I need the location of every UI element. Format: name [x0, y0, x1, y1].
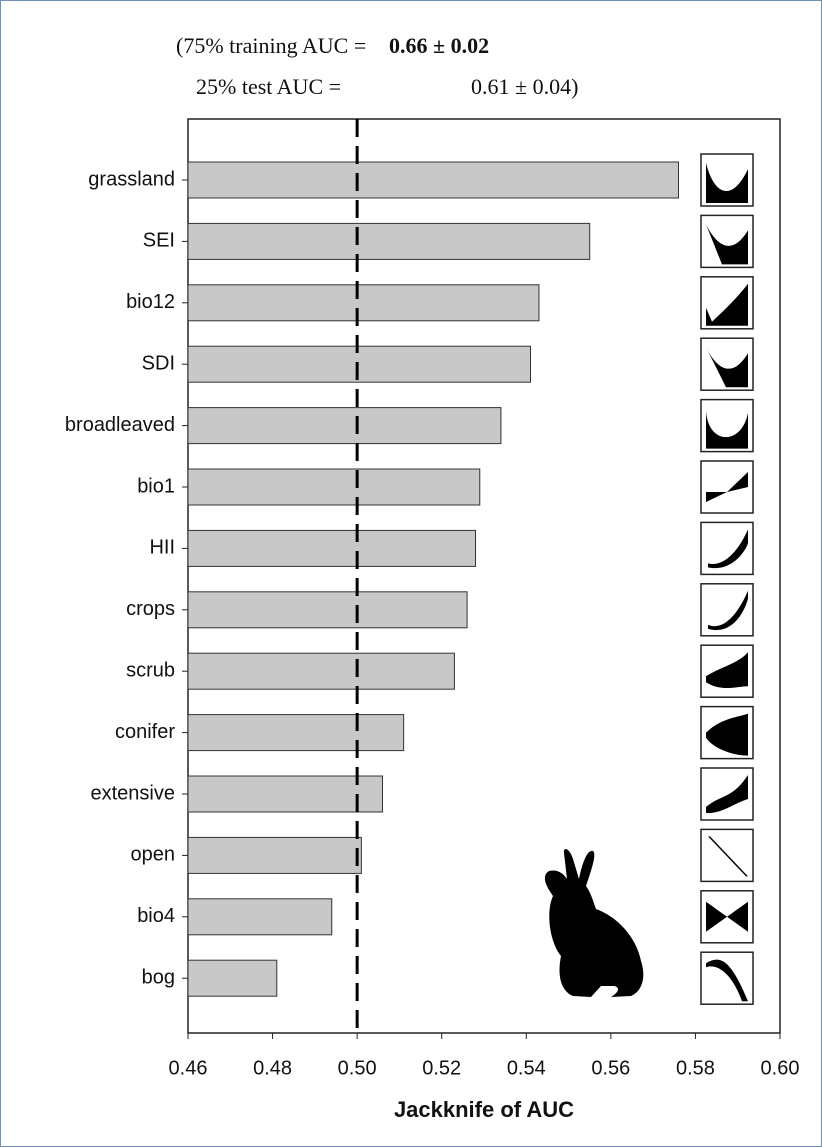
- bar: [187, 959, 278, 997]
- category-label: broadleaved: [65, 414, 175, 436]
- category-label: bio4: [137, 905, 175, 927]
- category-label: extensive: [91, 782, 176, 804]
- response-icon: [706, 959, 748, 1002]
- response-icon: [706, 652, 748, 688]
- bar: [187, 345, 532, 383]
- bar: [187, 775, 384, 813]
- response-icon: [708, 529, 748, 569]
- response-icon: [706, 472, 748, 502]
- x-tick-label: 0.60: [761, 1057, 800, 1079]
- response-icon: [706, 775, 748, 814]
- response-icon: [708, 836, 748, 877]
- bar: [187, 898, 333, 936]
- response-icon: [706, 347, 748, 388]
- plot-frame: [187, 118, 781, 1034]
- bar: [187, 161, 680, 199]
- x-tick-label: 0.52: [422, 1057, 461, 1079]
- category-label: SDI: [142, 352, 175, 374]
- bar: [187, 836, 362, 874]
- category-label: HII: [149, 537, 175, 559]
- annotation-label: 25% test AUC =: [196, 74, 341, 99]
- annotation-value: 0.61 ± 0.04): [471, 74, 578, 99]
- bar: [187, 591, 468, 629]
- x-tick-label: 0.54: [507, 1057, 546, 1079]
- response-icon: [708, 590, 748, 631]
- bar: [187, 284, 540, 322]
- category-label: grassland: [88, 168, 175, 190]
- response-icon: [706, 283, 748, 326]
- category-label: bio1: [137, 475, 175, 497]
- category-label: bog: [142, 966, 175, 988]
- x-tick-label: 0.58: [676, 1057, 715, 1079]
- category-label: SEI: [143, 230, 175, 252]
- hare-silhouette: [544, 849, 644, 997]
- bar: [187, 222, 591, 260]
- x-tick-label: 0.50: [338, 1057, 377, 1079]
- category-label: crops: [126, 598, 175, 620]
- bar: [187, 468, 481, 506]
- category-label: scrub: [126, 659, 175, 681]
- bar: [187, 714, 405, 752]
- response-icon: [706, 224, 748, 265]
- category-label: open: [131, 844, 176, 866]
- response-icon: [706, 410, 748, 449]
- response-icon: [706, 901, 748, 932]
- bar: [187, 652, 455, 690]
- x-axis-title: Jackknife of AUC: [394, 1097, 574, 1122]
- annotation-label: (75% training AUC =: [176, 33, 366, 58]
- category-label: conifer: [115, 721, 175, 743]
- x-tick-label: 0.46: [169, 1057, 208, 1079]
- bar: [187, 407, 502, 445]
- x-tick-label: 0.56: [591, 1057, 630, 1079]
- x-tick-label: 0.48: [253, 1057, 292, 1079]
- annotation-value: 0.66 ± 0.02: [389, 33, 489, 58]
- bar: [187, 529, 477, 567]
- response-icon: [706, 163, 748, 203]
- response-icon: [706, 713, 748, 756]
- category-label: bio12: [126, 291, 175, 313]
